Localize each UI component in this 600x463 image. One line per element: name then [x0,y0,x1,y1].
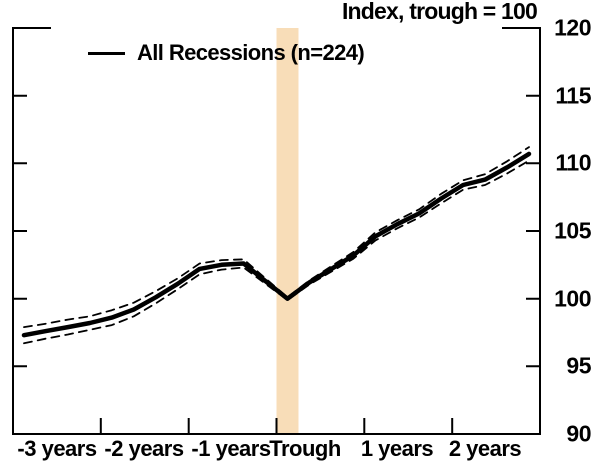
x-tick-label: 2 years [448,436,522,461]
y-tick-label: 95 [566,352,591,379]
y-tick-label: 110 [555,149,591,176]
x-tick-label: 1 years [360,436,434,461]
legend: All Recessions (n=224) [88,40,365,65]
y-tick-label: 120 [554,14,591,41]
x-tick-label: -1 years [191,436,271,461]
x-tick-label: -3 years [17,436,97,461]
y-tick-label: 100 [554,285,591,312]
y-tick-label: 90 [566,420,591,447]
chart-title: Index, trough = 100 [341,0,538,24]
y-tick-label: 105 [554,217,591,244]
series-upper-dashed-line [23,146,530,329]
series-main-line [21,151,532,338]
x-tick-label: Trough [269,436,341,461]
series-lower-dashed-line [23,159,530,345]
x-tick-label: -2 years [104,436,184,461]
legend-line-swatch [88,51,125,55]
trough-band [276,28,299,434]
y-tick-label: 115 [555,82,591,109]
legend-label: All Recessions (n=224) [137,40,365,65]
tick-marks [13,94,540,434]
